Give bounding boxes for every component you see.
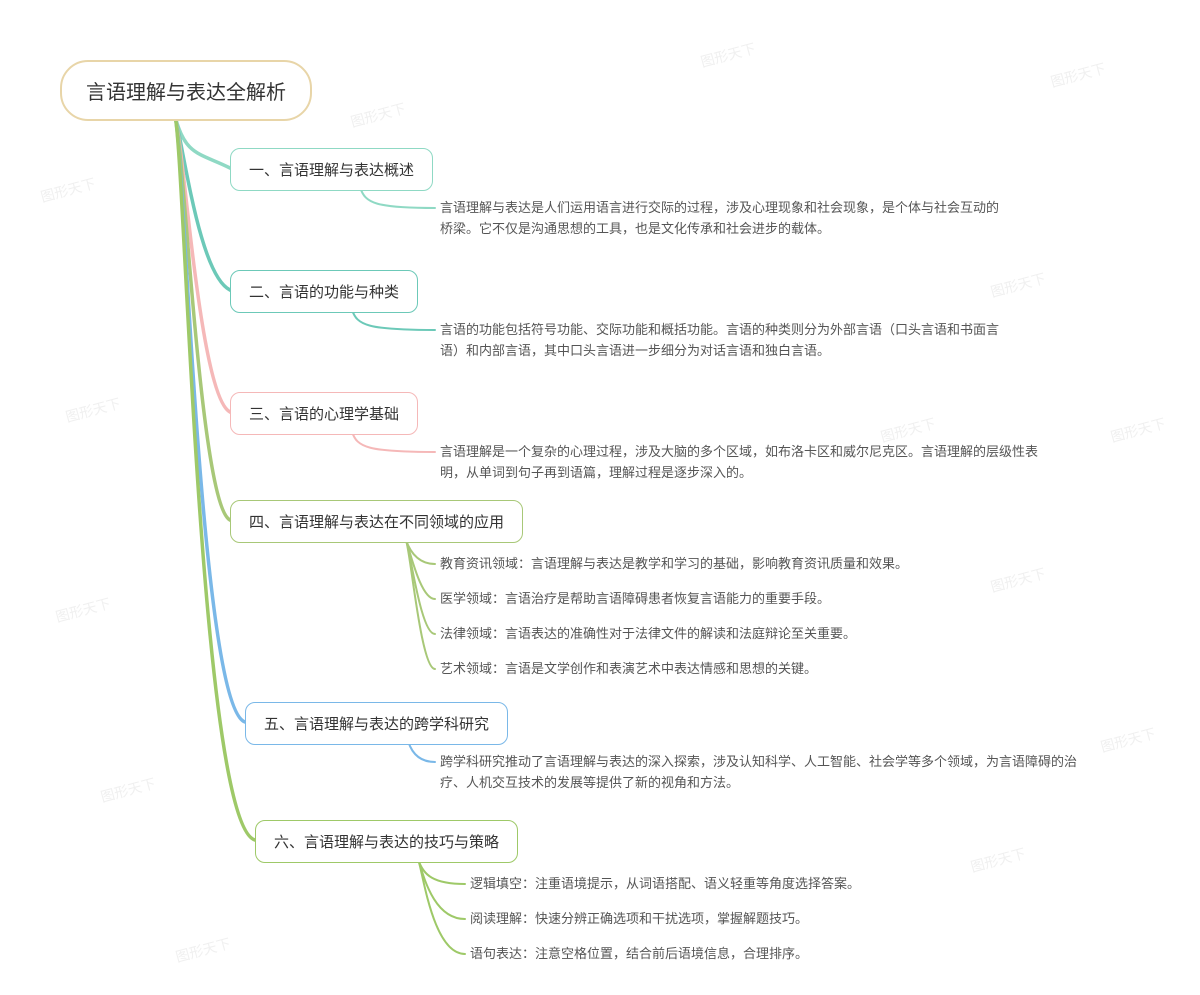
leaf-text: 语句表达：注意空格位置，结合前后语境信息，合理排序。: [470, 944, 808, 965]
leaf-text: 法律领域：言语表达的准确性对于法律文件的解读和法庭辩论至关重要。: [440, 624, 856, 645]
connector-svg: [0, 0, 1200, 995]
leaf-text: 言语的功能包括符号功能、交际功能和概括功能。言语的种类则分为外部言语（口头言语和…: [440, 320, 1000, 362]
root-node: 言语理解与表达全解析: [60, 60, 312, 121]
branch-node: 三、言语的心理学基础: [230, 392, 418, 435]
branch-node: 六、言语理解与表达的技巧与策略: [255, 820, 518, 863]
branch-node: 一、言语理解与表达概述: [230, 148, 433, 191]
branch-node: 二、言语的功能与种类: [230, 270, 418, 313]
leaf-text: 医学领域：言语治疗是帮助言语障碍患者恢复言语能力的重要手段。: [440, 589, 830, 610]
leaf-text: 艺术领域：言语是文学创作和表演艺术中表达情感和思想的关键。: [440, 659, 817, 680]
leaf-text: 逻辑填空：注重语境提示，从词语搭配、语义轻重等角度选择答案。: [470, 874, 860, 895]
leaf-text: 言语理解与表达是人们运用语言进行交际的过程，涉及心理现象和社会现象，是个体与社会…: [440, 198, 1000, 240]
leaf-text: 言语理解是一个复杂的心理过程，涉及大脑的多个区域，如布洛卡区和威尔尼克区。言语理…: [440, 442, 1060, 484]
leaf-text: 跨学科研究推动了言语理解与表达的深入探索，涉及认知科学、人工智能、社会学等多个领…: [440, 752, 1100, 794]
leaf-text: 教育资讯领域：言语理解与表达是教学和学习的基础，影响教育资讯质量和效果。: [440, 554, 908, 575]
leaf-text: 阅读理解：快速分辨正确选项和干扰选项，掌握解题技巧。: [470, 909, 808, 930]
branch-node: 五、言语理解与表达的跨学科研究: [245, 702, 508, 745]
branch-node: 四、言语理解与表达在不同领域的应用: [230, 500, 523, 543]
